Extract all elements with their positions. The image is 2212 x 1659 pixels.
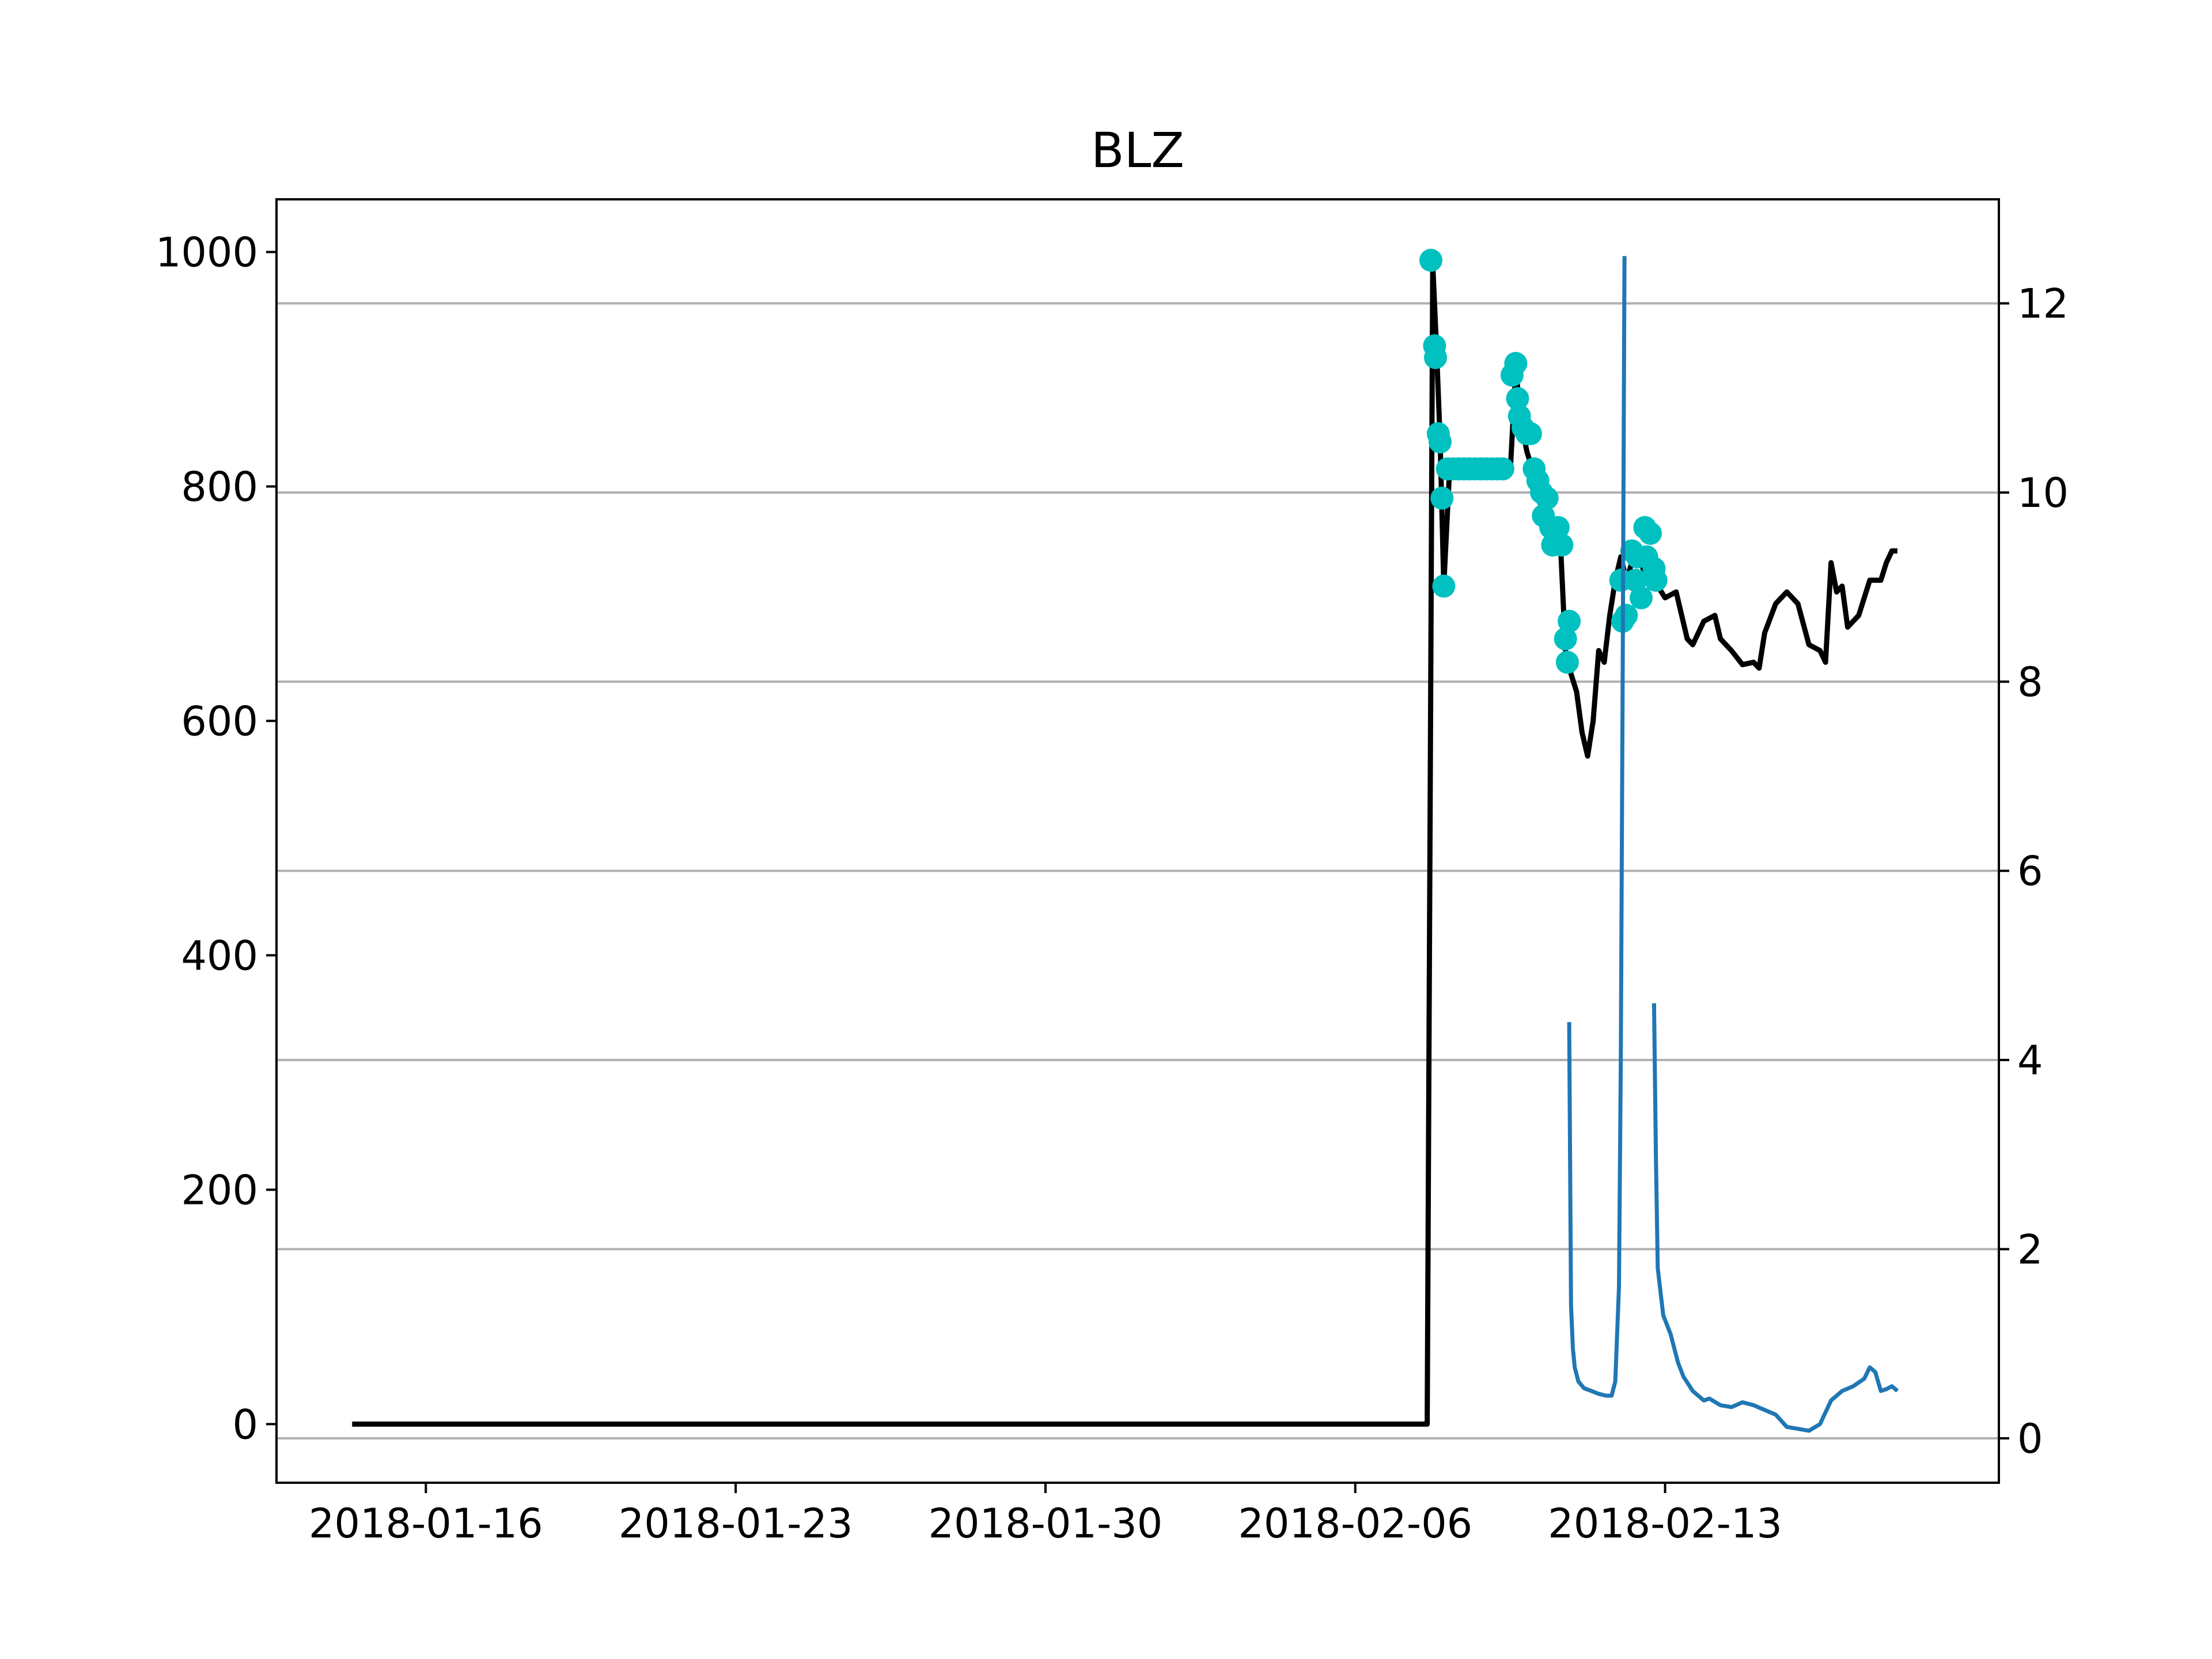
marker-point bbox=[1630, 586, 1653, 609]
y-left-tick-label: 600 bbox=[181, 698, 258, 745]
marker-point bbox=[1424, 346, 1447, 369]
y-right-tick-label: 4 bbox=[2017, 1037, 2043, 1084]
x-axis: 2018-01-16 2018-01-23 2018-01-30 2018-02-06… bbox=[309, 1483, 1782, 1547]
y-right-tick-label: 10 bbox=[2017, 469, 2069, 517]
y-left-tick-label: 0 bbox=[232, 1401, 258, 1448]
marker-point bbox=[1555, 650, 1579, 674]
y-left-axis: 0 200 400 600 800 1000 bbox=[156, 229, 276, 1448]
y-right-axis: 0 2 4 6 8 10 12 bbox=[1999, 281, 2069, 1463]
y-right-tick-label: 2 bbox=[2017, 1226, 2043, 1273]
right-axis-series-line bbox=[1652, 1003, 1899, 1433]
x-tick-label: 2018-02-13 bbox=[1548, 1500, 1782, 1547]
marker-point bbox=[1419, 248, 1442, 272]
marker-point bbox=[1550, 533, 1574, 557]
marker-point bbox=[1518, 422, 1542, 445]
grid bbox=[276, 302, 1999, 1440]
marker-point bbox=[1554, 627, 1577, 650]
series-layer bbox=[352, 248, 1899, 1433]
marker-point bbox=[1558, 609, 1581, 633]
right-axis-series-line bbox=[1567, 256, 1627, 1398]
marker-point bbox=[1430, 486, 1454, 510]
marker-point bbox=[1639, 521, 1662, 545]
y-right-tick-label: 8 bbox=[2017, 658, 2043, 706]
x-tick-label: 2018-01-30 bbox=[929, 1500, 1163, 1547]
plot-frame bbox=[275, 198, 2000, 1484]
chart-title: BLZ bbox=[1091, 122, 1184, 179]
marker-point bbox=[1615, 604, 1638, 627]
y-right-tick-label: 6 bbox=[2017, 848, 2043, 895]
y-right-tick-label: 0 bbox=[2017, 1415, 2043, 1463]
x-tick-label: 2018-01-16 bbox=[309, 1500, 543, 1547]
marker-point bbox=[1432, 574, 1456, 598]
y-right-tick-label: 12 bbox=[2017, 281, 2069, 328]
marker-point bbox=[1535, 486, 1559, 510]
x-tick-label: 2018-01-23 bbox=[619, 1500, 853, 1547]
y-left-tick-label: 800 bbox=[181, 464, 258, 511]
marker-point bbox=[1506, 387, 1529, 410]
x-tick-label: 2018-02-06 bbox=[1238, 1500, 1472, 1547]
marker-point bbox=[1546, 516, 1570, 539]
marker-point bbox=[1491, 457, 1514, 480]
marker-point bbox=[1644, 569, 1668, 592]
y-left-tick-label: 400 bbox=[181, 932, 258, 979]
marker-point bbox=[1624, 569, 1647, 592]
marker-point bbox=[1429, 430, 1452, 454]
marker-point bbox=[1504, 351, 1528, 375]
y-left-tick-label: 1000 bbox=[156, 229, 258, 276]
y-left-tick-label: 200 bbox=[181, 1166, 258, 1214]
